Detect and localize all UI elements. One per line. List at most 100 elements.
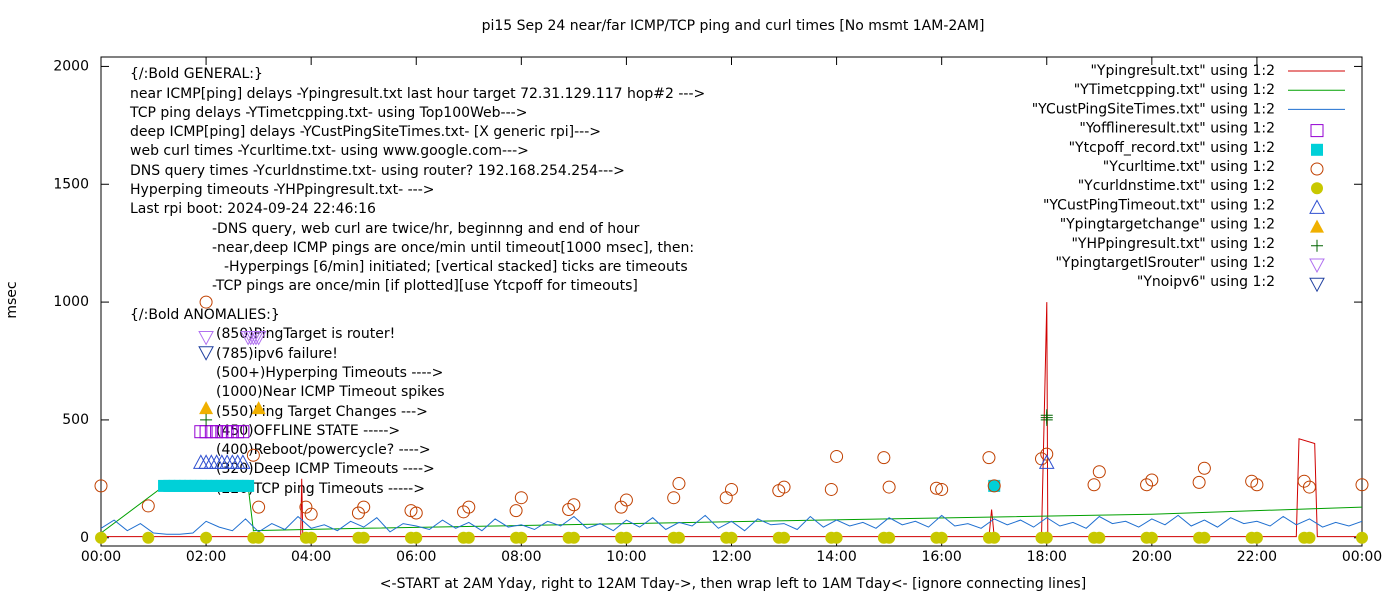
annotation: -TCP pings are once/min [if plotted][use… bbox=[212, 278, 638, 294]
marker-circle bbox=[882, 480, 896, 494]
marker-dot bbox=[95, 531, 107, 544]
legend-label: "YCustPingSiteTimes.txt" using 1:2 bbox=[1032, 101, 1275, 117]
marker-filled-square bbox=[242, 479, 255, 492]
y-axis-label: msec bbox=[4, 281, 20, 318]
marker-dot bbox=[252, 531, 265, 544]
marker-circle bbox=[1310, 162, 1324, 176]
marker-dot bbox=[515, 531, 528, 544]
marker-circle bbox=[457, 505, 471, 519]
x-tick-label: 10:00 bbox=[606, 549, 646, 565]
marker-circle bbox=[252, 500, 266, 514]
marker-circle bbox=[562, 502, 576, 516]
x-axis-label: <-START at 2AM Yday, right to 12AM Tday-… bbox=[380, 576, 1086, 592]
marker-dot bbox=[620, 531, 633, 544]
marker-circle bbox=[619, 493, 633, 507]
marker-dot bbox=[142, 531, 155, 544]
marker-plus bbox=[1040, 409, 1053, 422]
legend-label: "Ypingresult.txt" using 1:2 bbox=[1090, 63, 1275, 79]
chart-title: pi15 Sep 24 near/far ICMP/TCP ping and c… bbox=[482, 18, 985, 34]
legend-label: "Ypingtargetchange" using 1:2 bbox=[1060, 217, 1275, 233]
y-tick-label: 1000 bbox=[53, 294, 89, 310]
marker-dot bbox=[1356, 531, 1368, 544]
y-tick-label: 0 bbox=[80, 530, 89, 546]
marker-circle bbox=[509, 504, 523, 518]
annotation: (220)TCP ping Timeouts -----> bbox=[216, 481, 425, 497]
marker-circle bbox=[929, 481, 943, 495]
marker-circle bbox=[1092, 465, 1106, 479]
x-tick-label: 16:00 bbox=[921, 549, 961, 565]
series-line bbox=[101, 302, 1362, 538]
annotation: Hyperping timeouts -YHPpingresult.txt- -… bbox=[130, 182, 435, 198]
marker-dot bbox=[410, 531, 423, 544]
marker-square bbox=[236, 425, 250, 439]
x-tick-label: 12:00 bbox=[711, 549, 751, 565]
y-tick-label: 2000 bbox=[53, 58, 89, 74]
marker-dot bbox=[935, 531, 948, 544]
annotation: TCP ping delays -YTimetcpping.txt- using… bbox=[129, 105, 527, 121]
marker-filled-triangle bbox=[199, 401, 214, 415]
marker-dot bbox=[357, 531, 370, 544]
marker-triangle-down bbox=[198, 330, 214, 346]
legend-label: "YHPpingresult.txt" using 1:2 bbox=[1071, 236, 1275, 252]
marker-dot bbox=[883, 531, 896, 544]
annotation: DNS query times -Ycurldnstime.txt- using… bbox=[130, 163, 625, 179]
marker-triangle bbox=[235, 454, 251, 469]
marker-circle bbox=[304, 507, 318, 521]
marker-circle bbox=[1140, 478, 1154, 492]
annotation: (850)PingTarget is router! bbox=[216, 326, 395, 342]
legend-label: "YCustPingTimeout.txt" using 1:2 bbox=[1043, 197, 1275, 213]
annotation: (1000)Near ICMP Timeout spikes bbox=[216, 384, 445, 400]
annotation: -DNS query, web curl are twice/hr, begin… bbox=[212, 221, 640, 237]
marker-circle bbox=[877, 451, 891, 465]
marker-circle bbox=[357, 500, 371, 514]
marker-dot bbox=[672, 531, 685, 544]
marker-triangle-down bbox=[250, 330, 267, 346]
marker-dot bbox=[305, 531, 318, 544]
marker-circle bbox=[567, 498, 581, 512]
marker-circle bbox=[1034, 452, 1048, 466]
legend-label: "YpingtargetISrouter" using 1:2 bbox=[1055, 255, 1275, 271]
annotation: (550)Ping Target Changes ---> bbox=[216, 404, 428, 420]
annotation: {/:Bold GENERAL:} bbox=[130, 66, 263, 82]
marker-dot bbox=[567, 531, 580, 544]
marker-circle bbox=[94, 479, 108, 493]
marker-circle bbox=[1145, 473, 1159, 487]
legend-label: "Ynoipv6" using 1:2 bbox=[1137, 274, 1275, 290]
y-tick-label: 500 bbox=[62, 412, 89, 428]
series-line bbox=[100, 514, 1363, 535]
marker-filled-square bbox=[1311, 143, 1323, 156]
annotation: web curl times -Ycurltime.txt- using www… bbox=[130, 143, 529, 159]
marker-dot bbox=[1303, 531, 1316, 544]
marker-dot bbox=[778, 531, 791, 544]
marker-circle bbox=[462, 500, 476, 514]
marker-filled-triangle bbox=[251, 401, 266, 415]
marker-circle bbox=[1040, 447, 1054, 461]
marker-circle bbox=[299, 500, 313, 514]
legend-label: "Yofflineresult.txt" using 1:2 bbox=[1079, 121, 1275, 137]
marker-filled-triangle bbox=[1310, 219, 1324, 233]
annotation: (500+)Hyperping Timeouts ----> bbox=[216, 365, 443, 381]
marker-dot bbox=[1198, 531, 1211, 544]
marker-dot bbox=[1311, 182, 1323, 195]
y-tick-label: 1500 bbox=[53, 176, 89, 192]
marker-circle bbox=[1250, 478, 1264, 492]
marker-filled-square bbox=[988, 479, 1001, 492]
annotation: -Hyperpings [6/min] initiated; [vertical… bbox=[224, 259, 688, 275]
marker-circle bbox=[719, 491, 733, 505]
marker-square bbox=[1310, 124, 1324, 138]
x-tick-label: 00:00 bbox=[1342, 549, 1382, 565]
x-tick-label: 08:00 bbox=[501, 549, 541, 565]
marker-circle bbox=[725, 482, 738, 496]
legend-label: "Ytcpoff_record.txt" using 1:2 bbox=[1069, 140, 1275, 156]
x-tick-label: 14:00 bbox=[816, 549, 856, 565]
marker-triangle-down bbox=[1309, 277, 1325, 293]
marker-circle bbox=[1087, 478, 1101, 492]
marker-circle bbox=[1302, 480, 1316, 494]
x-tick-label: 18:00 bbox=[1027, 549, 1067, 565]
marker-circle bbox=[777, 480, 791, 494]
marker-circle bbox=[1192, 475, 1206, 489]
marker-dot bbox=[462, 531, 475, 544]
marker-plus bbox=[200, 413, 213, 426]
marker-triangle bbox=[1038, 454, 1055, 469]
x-tick-label: 06:00 bbox=[396, 549, 436, 565]
